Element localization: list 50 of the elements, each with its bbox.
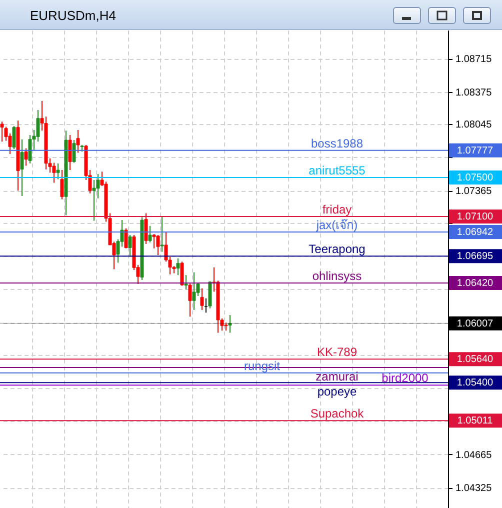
- ref-line-label: KK-789: [316, 345, 358, 360]
- ref-line-label: anirut5555: [308, 163, 366, 178]
- ref-line-label: Teerapong: [308, 242, 366, 256]
- ref-line-label: ohlinsyss: [312, 268, 362, 283]
- text: 1.05400: [456, 378, 494, 389]
- candlestick: [144, 212, 148, 244]
- candlestick: [156, 234, 160, 256]
- candlestick: [24, 148, 28, 166]
- ref-line-label: bird2000: [382, 371, 429, 386]
- candlestick: [12, 126, 16, 150]
- candlestick: [20, 138, 24, 197]
- ref-line-label: friday: [322, 202, 352, 217]
- candlestick: [124, 228, 128, 249]
- candlestick: [160, 216, 164, 252]
- text: 1.05011: [457, 416, 494, 427]
- candlestick: [72, 140, 76, 164]
- text: 1.06695: [456, 251, 494, 262]
- text: 1.06942: [456, 226, 494, 238]
- chart-title: EURUSDm,H4: [30, 8, 116, 23]
- candlestick: [76, 130, 80, 154]
- candlestick: [148, 226, 152, 243]
- ref-line-label: Supachok: [310, 406, 365, 421]
- candlestick: [128, 234, 132, 258]
- candlestick: [192, 272, 196, 311]
- candlestick: [56, 162, 60, 180]
- candlestick: [188, 282, 192, 318]
- text: 1.06420: [456, 278, 494, 289]
- ref-line-label: boss1988: [310, 136, 364, 150]
- candlestick: [60, 170, 64, 200]
- y-tick-label: 1.08045: [456, 120, 492, 131]
- text: 1.07100: [456, 212, 494, 223]
- candlestick: [176, 258, 180, 276]
- candlestick: [52, 162, 56, 184]
- text: 1.06007: [456, 318, 494, 330]
- y-tick-label: 1.08715: [456, 54, 492, 66]
- text: 1.07777: [456, 145, 494, 156]
- ref-line-label: jax(เจ๊ก): [315, 218, 358, 232]
- y-tick-label: 1.07365: [456, 186, 492, 198]
- candlestick: [68, 134, 72, 171]
- ref-line-label: zamurai: [316, 369, 358, 384]
- text: 1.05640: [456, 354, 494, 366]
- ref-line-label: popeye: [317, 384, 358, 399]
- text: 1.07500: [456, 172, 494, 184]
- y-tick-label: 1.08375: [456, 87, 492, 98]
- y-tick-label: 1.04325: [456, 483, 492, 494]
- candlestick: [200, 288, 204, 311]
- candlestick: [0, 121, 4, 142]
- y-tick-label: 1.04665: [456, 450, 492, 461]
- candlestick: [228, 314, 232, 334]
- candlestick: [184, 274, 188, 290]
